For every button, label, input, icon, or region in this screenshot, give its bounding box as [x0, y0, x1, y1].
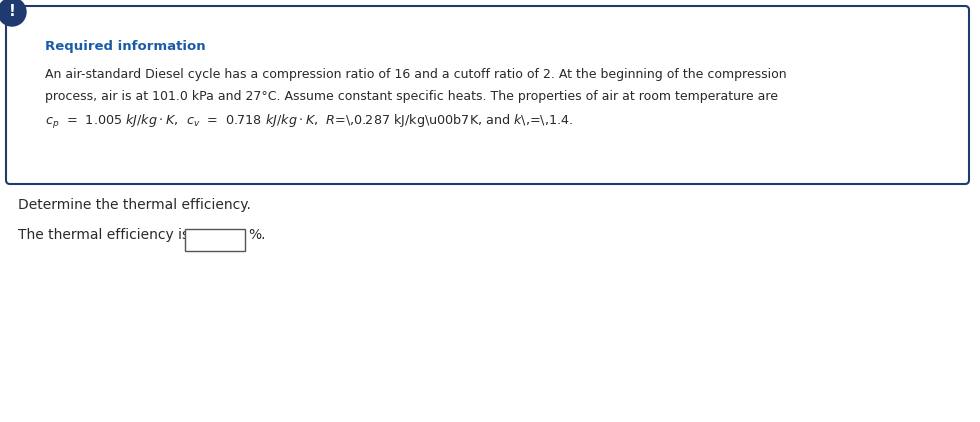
- Text: Determine the thermal efficiency.: Determine the thermal efficiency.: [18, 198, 251, 212]
- Text: process, air is at 101.0 kPa and 27°C. Assume constant specific heats. The prope: process, air is at 101.0 kPa and 27°C. A…: [45, 90, 778, 103]
- Text: An air-standard Diesel cycle has a compression ratio of 16 and a cutoff ratio of: An air-standard Diesel cycle has a compr…: [45, 68, 787, 81]
- FancyBboxPatch shape: [185, 229, 245, 251]
- FancyBboxPatch shape: [6, 6, 969, 184]
- Text: $c_p$  =  $1.005\ \mathit{kJ/kg} \cdot K$,  $c_v$  =  $0.718\ \mathit{kJ/kg} \cd: $c_p$ = $1.005\ \mathit{kJ/kg} \cdot K$,…: [45, 113, 573, 131]
- Text: The thermal efficiency is: The thermal efficiency is: [18, 228, 193, 242]
- Text: !: !: [9, 5, 16, 19]
- Circle shape: [0, 0, 26, 26]
- Text: %.: %.: [248, 228, 266, 242]
- Text: Required information: Required information: [45, 40, 206, 53]
